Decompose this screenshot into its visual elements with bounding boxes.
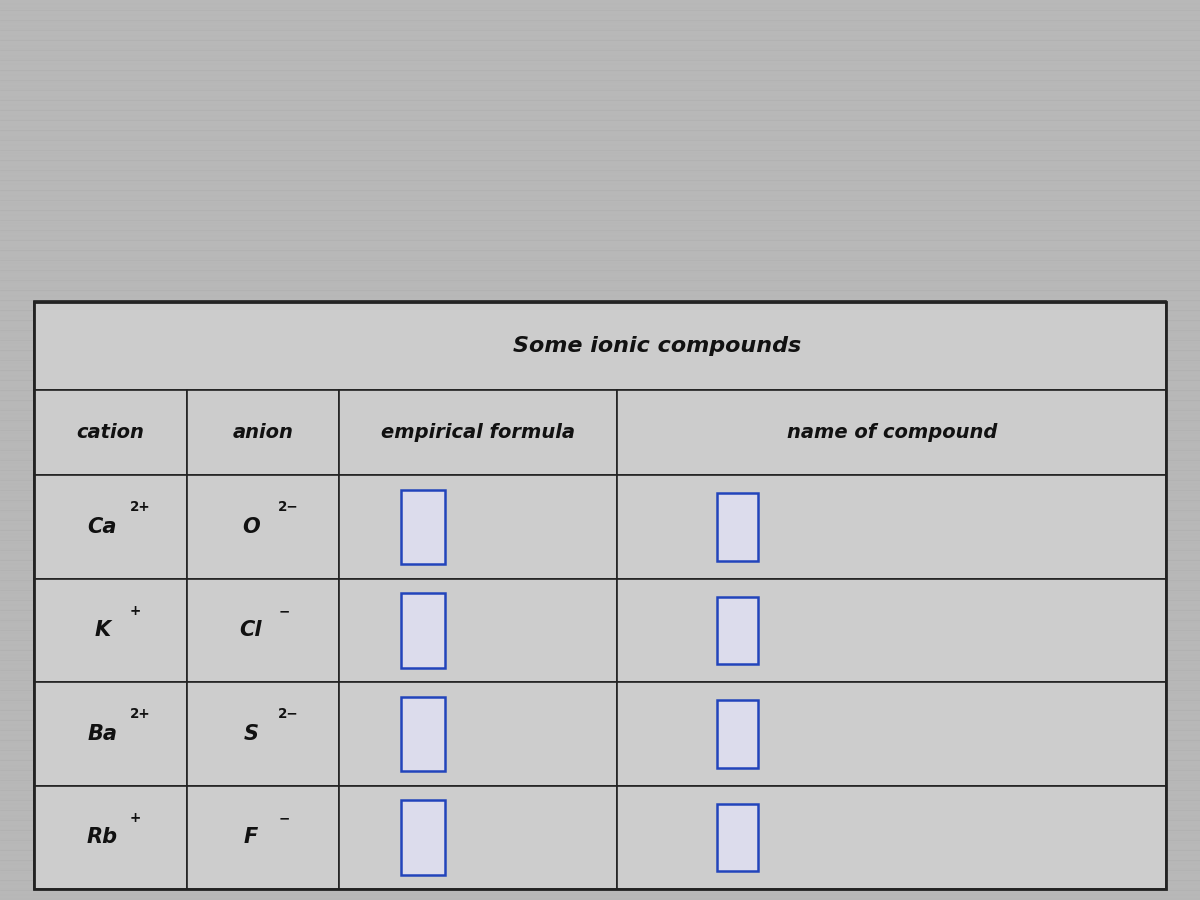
Text: cation: cation: [76, 423, 144, 442]
Bar: [718, 700, 758, 768]
Text: Some ionic compounds: Some ionic compounds: [512, 336, 800, 356]
Bar: [34, 579, 186, 682]
Bar: [340, 390, 617, 475]
Text: +: +: [130, 604, 142, 618]
Bar: [34, 302, 1166, 889]
Text: +: +: [130, 811, 142, 825]
Text: S: S: [244, 724, 258, 744]
Bar: [617, 579, 1166, 682]
Bar: [617, 682, 1166, 786]
Text: Ca: Ca: [88, 517, 118, 537]
Text: F: F: [244, 827, 258, 848]
Bar: [186, 682, 340, 786]
Bar: [718, 493, 758, 561]
Text: K: K: [95, 620, 110, 641]
Text: Rb: Rb: [86, 827, 118, 848]
Bar: [34, 786, 186, 889]
Text: Ba: Ba: [88, 724, 118, 744]
Bar: [34, 682, 186, 786]
Bar: [401, 593, 445, 668]
Text: empirical formula: empirical formula: [382, 423, 575, 442]
Bar: [186, 390, 340, 475]
Text: −: −: [278, 811, 289, 825]
Bar: [617, 786, 1166, 889]
Bar: [401, 800, 445, 875]
Bar: [186, 475, 340, 579]
Text: 2−: 2−: [278, 707, 299, 722]
Bar: [340, 475, 617, 579]
Bar: [186, 579, 340, 682]
Text: 2+: 2+: [130, 500, 150, 515]
Bar: [34, 475, 186, 579]
Bar: [340, 682, 617, 786]
Bar: [401, 490, 445, 564]
Bar: [617, 475, 1166, 579]
Bar: [340, 786, 617, 889]
Bar: [401, 697, 445, 771]
Text: anion: anion: [233, 423, 294, 442]
Text: Cl: Cl: [240, 620, 262, 641]
Text: 2−: 2−: [278, 500, 299, 515]
Bar: [34, 302, 1166, 390]
Text: O: O: [242, 517, 259, 537]
Bar: [186, 786, 340, 889]
Bar: [718, 804, 758, 871]
Bar: [340, 579, 617, 682]
Text: −: −: [278, 604, 289, 618]
Bar: [34, 390, 186, 475]
Text: name of compound: name of compound: [786, 423, 997, 442]
Bar: [718, 597, 758, 664]
Bar: [617, 390, 1166, 475]
Text: 2+: 2+: [130, 707, 150, 722]
